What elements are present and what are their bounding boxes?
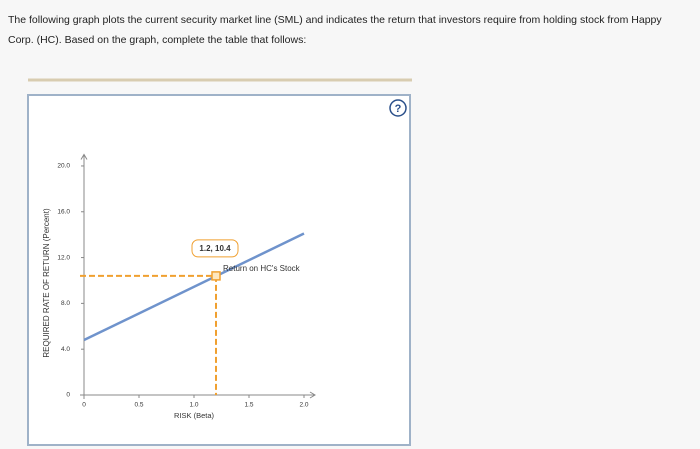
- y-tick-label: 4.0: [61, 346, 70, 353]
- point-marker: [211, 271, 221, 281]
- x-axis-arrow: [309, 391, 316, 399]
- point-label: 1.2, 10.4: [199, 244, 231, 253]
- x-tick-label: 1.5: [244, 402, 253, 409]
- question-text: The following graph plots the current se…: [8, 14, 662, 46]
- y-tick-label: 0: [66, 392, 70, 399]
- x-tick-label: 2.0: [299, 402, 308, 409]
- point-label-box: [191, 239, 239, 258]
- y-axis-label: REQUIRED RATE OF RETURN (Percent): [42, 208, 51, 358]
- y-tick-label: 16.0: [57, 208, 70, 215]
- x-axis-label: RISK (Beta): [174, 411, 215, 420]
- x-tick-label: 1.0: [189, 402, 198, 409]
- y-axis-arrow: [80, 153, 88, 160]
- point-annotation: Return on HC's Stock: [223, 264, 301, 273]
- help-icon: ?: [395, 103, 402, 115]
- x-tick-label: 0.5: [134, 402, 143, 409]
- y-tick-label: 12.0: [57, 254, 70, 261]
- x-tick-label: 0: [82, 402, 86, 409]
- sml-line: [83, 232, 305, 342]
- y-tick-label: 8.0: [61, 300, 70, 307]
- help-button[interactable]: [389, 99, 407, 117]
- y-tick-label: 20.0: [57, 163, 70, 170]
- graph-panel: [27, 94, 411, 446]
